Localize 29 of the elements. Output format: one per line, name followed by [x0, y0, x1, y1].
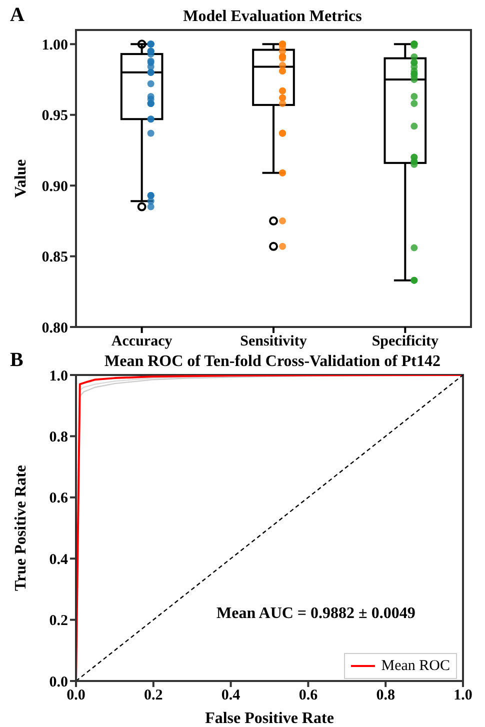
text: B: [10, 349, 24, 372]
y-tick-label: 0.8: [49, 430, 68, 446]
y-tick-label: 0.90: [42, 178, 68, 195]
y-tick-label: 0.6: [49, 490, 68, 507]
y-axis-title: Value: [12, 159, 30, 198]
x-tick-label: 0.2: [144, 688, 163, 704]
x-tick-label: 0.8: [376, 688, 395, 704]
y-axis-title: True Positive Rate: [12, 465, 30, 591]
annotation: Mean AUC = 0.9882 ± 0.0049: [216, 604, 416, 623]
x-tick-label: Sensitivity: [240, 334, 308, 350]
y-tick-label: 0.95: [42, 108, 68, 124]
legend-label: Mean ROC: [381, 658, 450, 674]
chart-title: Model Evaluation Metrics: [182, 8, 363, 26]
y-tick-label: 0.4: [49, 552, 68, 568]
chart-title: Mean ROC of Ten-fold Cross-Validation of Pt142: [103, 353, 442, 371]
y-tick-label: 0.0: [49, 674, 68, 690]
x-tick-label: Accuracy: [111, 334, 173, 350]
text: A: [10, 4, 24, 27]
x-tick-label: 0.6: [298, 688, 318, 704]
x-tick-label: Specificity: [372, 334, 439, 350]
y-tick-label: 1.0: [49, 368, 68, 384]
x-tick-label: 1.0: [454, 688, 472, 704]
y-tick-label: 0.2: [49, 613, 68, 630]
y-tick-label: 0.80: [42, 320, 68, 336]
x-tick-label: 0.4: [221, 688, 241, 704]
x-tick-label: 0.0: [66, 688, 86, 704]
y-tick-label: 0.85: [42, 250, 68, 266]
x-axis-title: False Positive Rate: [205, 710, 334, 727]
y-tick-label: 1.00: [42, 37, 68, 54]
